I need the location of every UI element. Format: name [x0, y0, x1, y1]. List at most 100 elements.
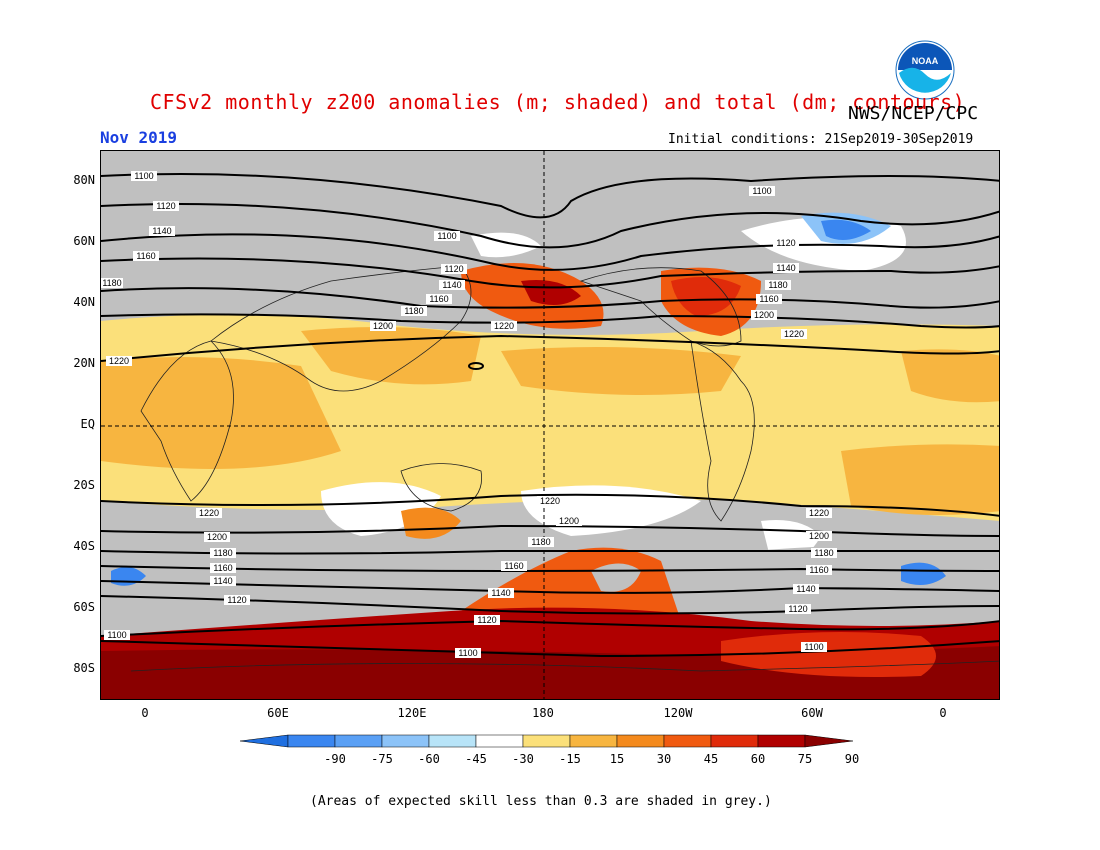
colorbar-arrow-high — [804, 734, 854, 748]
contour-label: 1160 — [133, 251, 159, 261]
colorbar-tick-label: 15 — [609, 752, 625, 766]
anomaly-region — [841, 444, 999, 515]
contour-label: 1160 — [501, 561, 527, 571]
svg-text:1200: 1200 — [559, 516, 579, 526]
anomaly-region — [901, 349, 999, 403]
initial-conditions: Initial conditions: 21Sep2019-30Sep2019 — [668, 132, 974, 147]
contour-label: 1160 — [210, 563, 236, 573]
contour-label: 1220 — [106, 356, 132, 366]
lat-label: 20N — [73, 356, 95, 370]
lon-label: 180 — [532, 706, 554, 720]
contour-label: 1180 — [765, 280, 791, 290]
svg-text:1100: 1100 — [752, 186, 771, 196]
svg-text:1180: 1180 — [213, 548, 232, 558]
contour-label: 1180 — [811, 548, 837, 558]
colorbar-swatch — [428, 734, 477, 748]
colorbar-swatch — [663, 734, 712, 748]
colorbar-tick-label: -60 — [418, 752, 440, 766]
agency-label: NWS/NCEP/CPC — [848, 103, 979, 124]
svg-text:1200: 1200 — [754, 310, 774, 320]
contour-label: 1120 — [441, 264, 467, 274]
colorbar-swatch — [287, 734, 336, 748]
contour-label: 1140 — [773, 263, 799, 273]
lon-label: 0 — [141, 706, 149, 720]
svg-text:1220: 1220 — [540, 496, 560, 506]
lat-label: 40N — [73, 295, 95, 309]
lat-label: 60N — [73, 234, 95, 248]
contour-label: 1140 — [488, 588, 514, 598]
colorbar-tick-label: -30 — [512, 752, 534, 766]
svg-text:1100: 1100 — [804, 642, 823, 652]
svg-text:1140: 1140 — [796, 584, 815, 594]
svg-text:1200: 1200 — [373, 321, 393, 331]
svg-text:1180: 1180 — [814, 548, 833, 558]
svg-text:1120: 1120 — [788, 604, 807, 614]
contour-label: 1100 — [131, 171, 157, 181]
svg-text:1220: 1220 — [784, 329, 804, 339]
lat-label: 80S — [73, 661, 95, 675]
svg-text:1100: 1100 — [458, 648, 477, 658]
contour-label: 1100 — [801, 642, 827, 652]
lon-label: 0 — [939, 706, 947, 720]
svg-text:1140: 1140 — [776, 263, 795, 273]
svg-text:1140: 1140 — [152, 226, 171, 236]
svg-text:1140: 1140 — [442, 280, 461, 290]
svg-text:1220: 1220 — [494, 321, 514, 331]
height-contours — [101, 173, 999, 658]
colorbar-swatch — [381, 734, 430, 748]
anomaly-region — [901, 562, 946, 585]
svg-text:1160: 1160 — [504, 561, 523, 571]
lat-label: 60S — [73, 600, 95, 614]
colorbar-swatch — [334, 734, 383, 748]
contour-label: 1120 — [474, 615, 500, 625]
colorbar-swatch — [616, 734, 665, 748]
svg-text:1100: 1100 — [134, 171, 153, 181]
svg-text:1160: 1160 — [213, 563, 232, 573]
colorbar-tick-label: -90 — [324, 752, 346, 766]
svg-text:1120: 1120 — [477, 615, 496, 625]
svg-text:1100: 1100 — [437, 231, 456, 241]
svg-text:1180: 1180 — [404, 306, 423, 316]
contour-label: 1160 — [756, 294, 782, 304]
svg-text:1180: 1180 — [531, 537, 550, 547]
contour-labels: 1100 1120 1140 1160 1180 1200 1220 1100 … — [101, 171, 837, 658]
noaa-logo-icon: NOAA — [895, 40, 955, 100]
svg-text:NOAA: NOAA — [912, 56, 939, 66]
warm-band — [101, 314, 999, 521]
contour-label: 1220 — [491, 321, 517, 331]
svg-text:1180: 1180 — [768, 280, 787, 290]
anomaly-region — [501, 347, 741, 395]
contour-label: 1200 — [806, 531, 832, 541]
svg-text:1200: 1200 — [809, 531, 829, 541]
contour-label: 1220 — [196, 508, 222, 518]
colorbar-tick-label: 45 — [703, 752, 719, 766]
svg-text:1120: 1120 — [227, 595, 246, 605]
contour-label: 1100 — [749, 186, 775, 196]
contour-label: 1120 — [224, 595, 250, 605]
svg-text:1140: 1140 — [213, 576, 232, 586]
colorbar-swatch — [710, 734, 759, 748]
contour-label: 1160 — [426, 294, 452, 304]
map-title: CFSv2 monthly z200 anomalies (m; shaded)… — [150, 90, 966, 114]
lat-label: 20S — [73, 478, 95, 492]
svg-text:1160: 1160 — [136, 251, 155, 261]
svg-text:1160: 1160 — [429, 294, 448, 304]
svg-text:1220: 1220 — [809, 508, 829, 518]
colorbar-swatch — [522, 734, 571, 748]
colorbar-tick-label: 60 — [750, 752, 766, 766]
svg-text:1120: 1120 — [156, 201, 175, 211]
contour-label: 1200 — [204, 532, 230, 542]
contour-label: 1200 — [751, 310, 777, 320]
anomaly-region — [401, 507, 461, 539]
svg-text:1180: 1180 — [102, 278, 121, 288]
colorbar-swatch — [569, 734, 618, 748]
colorbar-tick-label: 90 — [844, 752, 860, 766]
colorbar-swatch — [475, 734, 524, 748]
colorbar-swatch — [757, 734, 806, 748]
contour-label: 1200 — [370, 321, 396, 331]
svg-text:1120: 1120 — [776, 238, 795, 248]
contour-label: 1200 — [556, 516, 582, 526]
contour-label: 1220 — [781, 329, 807, 339]
anomaly-region — [821, 219, 871, 240]
contour-label: 1120 — [153, 201, 179, 211]
